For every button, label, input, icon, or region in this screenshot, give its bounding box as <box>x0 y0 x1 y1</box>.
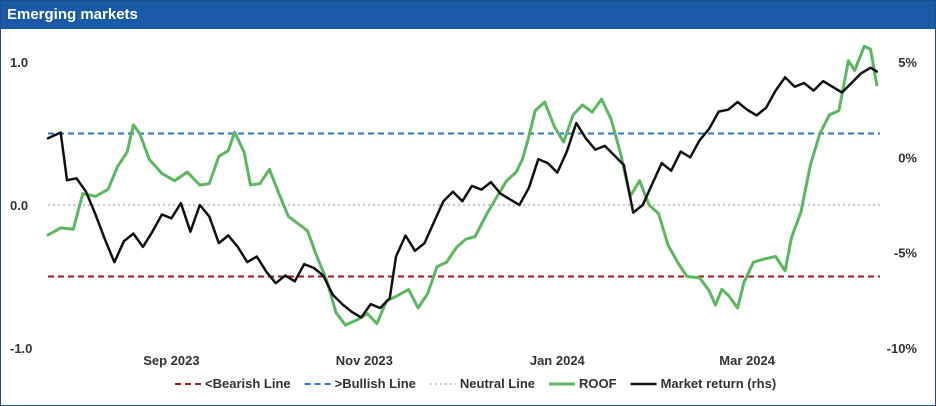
x-tick-label: Sep 2023 <box>143 353 199 368</box>
y-left-tick-label: -1.0 <box>10 341 32 356</box>
series-lines <box>46 44 879 327</box>
reference-lines <box>48 132 880 278</box>
series-line-1 <box>46 66 879 319</box>
x-tick-label: Nov 2023 <box>336 353 393 368</box>
x-tick-label: Mar 2024 <box>719 353 775 368</box>
legend-label-0: <Bearish Line <box>205 376 291 391</box>
legend-label-3: ROOF <box>579 376 617 391</box>
legend: <Bearish Line >Bullish Line Neutral Line RO… <box>175 376 776 391</box>
y-axis-right: 5% 0% -5% -10% <box>887 55 918 356</box>
title-bar: Emerging markets <box>1 1 935 29</box>
legend-label-4: Market return (rhs) <box>661 376 777 391</box>
x-tick-label: Jan 2024 <box>530 353 586 368</box>
y-right-tick-label: 0% <box>898 150 917 165</box>
chart-title: Emerging markets <box>7 6 138 23</box>
x-axis: Sep 2023 Nov 2023 Jan 2024 Mar 2024 <box>143 353 776 368</box>
legend-label-1: >Bullish Line <box>335 376 416 391</box>
y-right-tick-label: -10% <box>887 341 918 356</box>
y-right-tick-label: -5% <box>894 246 918 261</box>
y-axis-left: 1.0 0.0 -1.0 <box>10 55 32 356</box>
series-line-0 <box>46 44 879 327</box>
y-left-tick-label: 1.0 <box>10 55 28 70</box>
y-right-tick-label: 5% <box>898 55 917 70</box>
legend-label-2: Neutral Line <box>460 376 535 391</box>
y-left-tick-label: 0.0 <box>10 198 28 213</box>
